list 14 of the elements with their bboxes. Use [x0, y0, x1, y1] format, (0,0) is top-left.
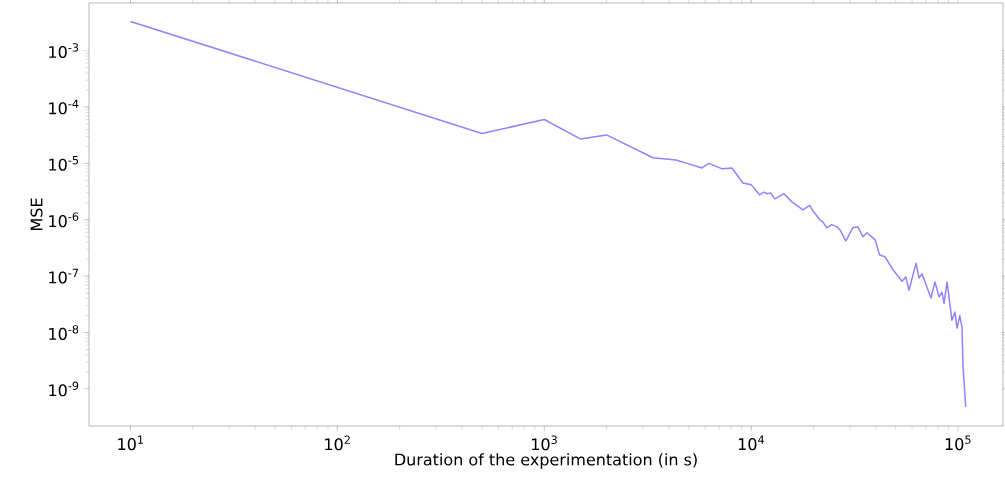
x-tick-label: 10$^{2}$	[325, 435, 350, 451]
y-axis-title: MSE	[30, 198, 43, 230]
x-tick-label: 10$^{4}$	[738, 435, 764, 451]
x-tick-label: 10$^{1}$	[118, 435, 143, 451]
y-tick-label: 10$^{-3}$	[49, 43, 79, 59]
x-tick-label: 10$^{3}$	[532, 435, 557, 451]
y-tick-label: 10$^{-7}$	[49, 268, 79, 284]
x-axis-title: Duration of the experimentation (in s)	[395, 453, 697, 469]
y-tick-label: 10$^{-9}$	[49, 381, 79, 397]
x-tick-label: 10$^{5}$	[945, 435, 971, 451]
y-tick-label: 10$^{-6}$	[49, 212, 79, 228]
y-tick-label: 10$^{-5}$	[49, 156, 79, 171]
y-tick-label: 10$^{-8}$	[49, 325, 79, 340]
y-tick-label: 10$^{-4}$	[49, 99, 79, 115]
